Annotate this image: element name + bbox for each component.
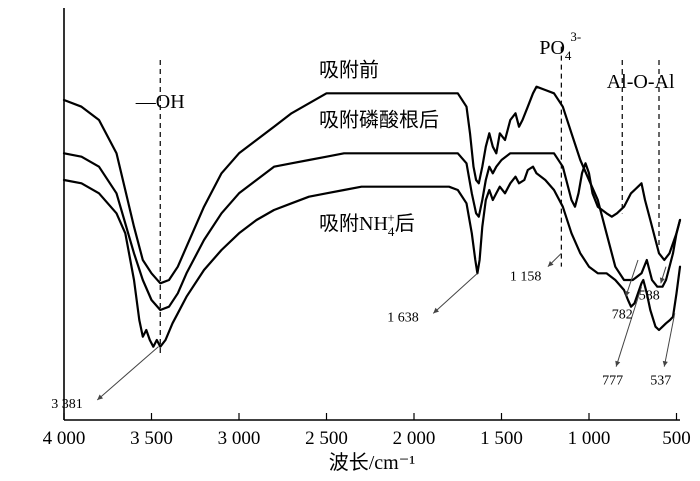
series-label-1: 吸附磷酸根后 <box>319 109 439 132</box>
pointer-arrowhead-3 <box>624 290 630 297</box>
series-label-0: 吸附前 <box>319 59 379 82</box>
pointer-line-5 <box>615 286 642 367</box>
pointer-line-0 <box>96 346 159 401</box>
peak-label-2: 1 158 <box>510 270 542 285</box>
x-axis-ticks: 4 000 3 500 3 000 2 500 2 000 1 500 1 000 500 <box>43 413 691 449</box>
x-tick-label-3: 2 500 <box>305 428 348 449</box>
peak-label-5: 777 <box>602 374 623 389</box>
pointer-line-1 <box>432 272 478 314</box>
x-tick-label-1: 3 500 <box>130 428 173 449</box>
series-line-1 <box>62 152 682 312</box>
pointer-arrowhead-2 <box>547 261 554 267</box>
peak-label-6: 537 <box>650 374 671 389</box>
series-line-0 <box>62 85 682 288</box>
band-label-po4: PO43- <box>539 29 581 63</box>
series-line-2 <box>62 165 682 348</box>
x-tick-label-5: 1 500 <box>480 428 523 449</box>
peak-pointers: 3 381 1 638 1 158 782 588 777 537 <box>51 252 676 412</box>
band-markers: —OH PO43- Al-O-Al <box>135 29 675 354</box>
band-label-oh: —OH <box>135 91 185 113</box>
x-tick-label-0: 4 000 <box>43 428 86 449</box>
x-tick-label-4: 2 000 <box>393 428 436 449</box>
peak-label-1: 1 638 <box>387 310 419 325</box>
peak-label-0: 3 381 <box>51 397 83 412</box>
x-tick-label-7: 500 <box>662 428 691 449</box>
pointer-line-6 <box>663 313 676 367</box>
pointer-line-3 <box>625 259 639 297</box>
pointer-arrowhead-1 <box>433 307 440 314</box>
x-tick-label-2: 3 000 <box>218 428 261 449</box>
series-label-2: 吸附NH4+后 <box>319 210 415 239</box>
pointer-arrowhead-6 <box>662 360 668 367</box>
pointer-arrowhead-4 <box>659 277 665 284</box>
pointer-arrowhead-0 <box>97 394 104 400</box>
spectra <box>62 85 682 348</box>
peak-label-4: 588 <box>639 288 660 303</box>
peak-label-3: 782 <box>612 308 633 323</box>
x-axis-title: 波长/cm⁻¹ <box>329 451 416 474</box>
pointer-arrowhead-5 <box>615 360 621 367</box>
band-label-alo: Al-O-Al <box>607 71 675 93</box>
x-tick-label-6: 1 000 <box>568 428 611 449</box>
